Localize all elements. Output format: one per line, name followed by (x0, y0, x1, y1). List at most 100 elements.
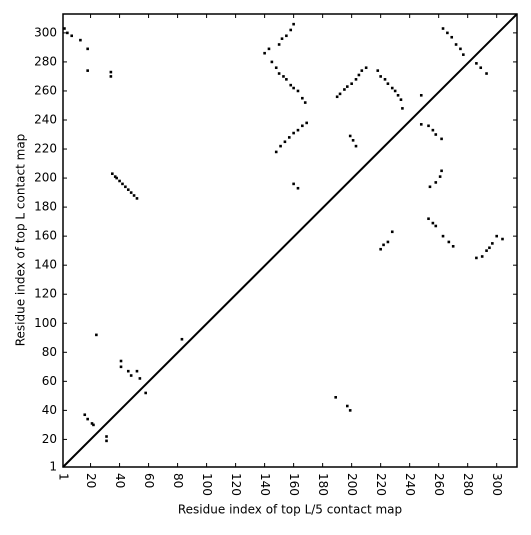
contact-point (376, 69, 380, 72)
contact-point (135, 369, 139, 373)
contact-point (92, 423, 95, 427)
contact-point (438, 175, 442, 178)
contact-point (121, 182, 124, 186)
y-tick-label: 180 (34, 200, 57, 214)
y-tick-label: 80 (42, 345, 57, 359)
x-tick-label: 220 (374, 473, 388, 496)
contact-point (390, 230, 394, 234)
contact-point (488, 246, 491, 250)
contact-point (427, 217, 430, 221)
x-tick-label: 100 (200, 473, 214, 496)
contact-point (434, 133, 438, 136)
contact-point (296, 186, 300, 190)
contact-point (292, 86, 295, 90)
contact-point (138, 377, 142, 380)
contact-point (354, 78, 358, 81)
x-axis-label: Residue index of top L/5 contact map (178, 503, 402, 517)
contact-point (393, 89, 397, 93)
x-tick-label: 20 (84, 473, 98, 488)
y-tick-label: 300 (34, 25, 57, 39)
y-tick-label: 280 (34, 54, 57, 68)
contact-point (95, 333, 98, 337)
contact-point (105, 435, 108, 438)
contact-point (109, 75, 113, 78)
contact-point (126, 369, 130, 373)
contact-point (66, 31, 69, 35)
contact-point (86, 47, 89, 51)
contact-point (475, 62, 478, 65)
contact-point (282, 75, 285, 78)
contact-point (111, 172, 114, 176)
contact-point (83, 413, 87, 417)
y-tick-label: 120 (34, 287, 57, 301)
y-axis-label: Residue index of top L contact map (14, 134, 28, 347)
contact-point (287, 136, 291, 139)
contact-point (390, 86, 394, 90)
x-tick-label: 140 (258, 473, 272, 496)
contact-point (270, 60, 274, 64)
contact-point (485, 249, 488, 252)
contact-point (129, 191, 133, 194)
contact-point (289, 83, 293, 87)
contact-point (263, 51, 266, 55)
x-tick-label: 160 (287, 473, 301, 496)
contact-point (280, 37, 284, 40)
contact-point (350, 82, 353, 85)
contact-point (335, 95, 339, 99)
contact-point (440, 137, 443, 141)
contact-point (345, 85, 349, 88)
contact-point (63, 27, 66, 30)
contact-point (86, 69, 89, 72)
x-tick-label: 40 (113, 473, 127, 488)
contact-point (109, 70, 113, 74)
contact-point (396, 94, 400, 97)
contact-point (399, 98, 403, 101)
contact-point (379, 247, 382, 251)
x-tick-label: 200 (345, 473, 359, 496)
contact-point (124, 185, 127, 189)
contact-point (119, 365, 123, 369)
y-tick-label: 40 (42, 403, 57, 417)
y-tick-label: 220 (34, 142, 57, 156)
contact-point (434, 224, 438, 228)
contact-point (383, 78, 387, 81)
contact-point (289, 28, 293, 32)
contact-point (274, 150, 278, 154)
contact-point (343, 88, 346, 91)
x-tick-label: 300 (490, 473, 504, 496)
y-tick-label: 100 (34, 316, 57, 330)
contact-point (491, 242, 494, 245)
contact-point (301, 96, 304, 100)
x-tick-label: 60 (142, 473, 156, 488)
contact-point (129, 374, 133, 377)
contact-point (354, 144, 358, 148)
x-tick-label: 1 (57, 473, 71, 481)
contact-point (277, 43, 281, 46)
contact-point (348, 134, 352, 138)
contact-point (180, 337, 184, 341)
contact-point (485, 72, 488, 75)
x-tick-label: 280 (461, 473, 475, 496)
contact-point (334, 396, 337, 399)
contact-point (292, 182, 295, 186)
contact-point (475, 256, 478, 260)
contact-point (296, 128, 300, 132)
contact-point (495, 234, 498, 238)
contact-point (364, 66, 368, 70)
contact-point (285, 34, 288, 38)
contact-point (447, 240, 451, 244)
diagonal (62, 13, 518, 468)
contact-point (450, 35, 454, 39)
contact-point (126, 188, 130, 191)
contact-point (338, 92, 342, 96)
contact-point (441, 234, 445, 238)
contact-point (462, 53, 465, 56)
contact-point (454, 43, 458, 46)
contact-point (135, 197, 139, 200)
x-tick-label: 240 (403, 473, 417, 496)
contact-point (345, 404, 349, 408)
contact-point (267, 47, 271, 51)
contact-point (301, 124, 304, 128)
contact-point (144, 391, 147, 395)
contact-point (446, 31, 449, 35)
